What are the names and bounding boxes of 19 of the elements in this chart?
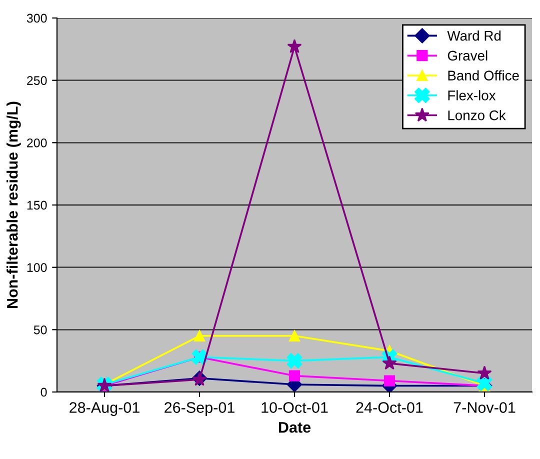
y-tick-label: 200 (27, 138, 47, 148)
y-tick-label: 300 (26, 14, 47, 23)
legend-label: Ward Rd (447, 30, 501, 41)
legend-label: Lonzo Ck (448, 110, 506, 120)
x-tick-label: 24-Oct-01 (356, 402, 423, 413)
x-axis-title: Date (278, 422, 311, 433)
y-tick-label: 150 (27, 200, 47, 210)
y-axis-title: Non-filterable residue (mg/L) (6, 102, 21, 308)
legend-label: Flex-lox (448, 90, 496, 100)
x-tick-label: 10-Oct-01 (262, 402, 328, 413)
y-tick-label: 0 (40, 388, 47, 397)
legend-label: Band Office (448, 70, 519, 80)
legend-label: Gravel (448, 50, 488, 61)
x-tick-label: 28-Aug-01 (70, 402, 140, 416)
x-tick-label: 7-Nov-01 (454, 402, 516, 413)
x-tick-label: 26-Sep-01 (164, 402, 234, 416)
y-tick-label: 50 (34, 325, 47, 334)
y-tick-label: 100 (27, 263, 47, 272)
y-tick-label: 250 (27, 76, 47, 85)
